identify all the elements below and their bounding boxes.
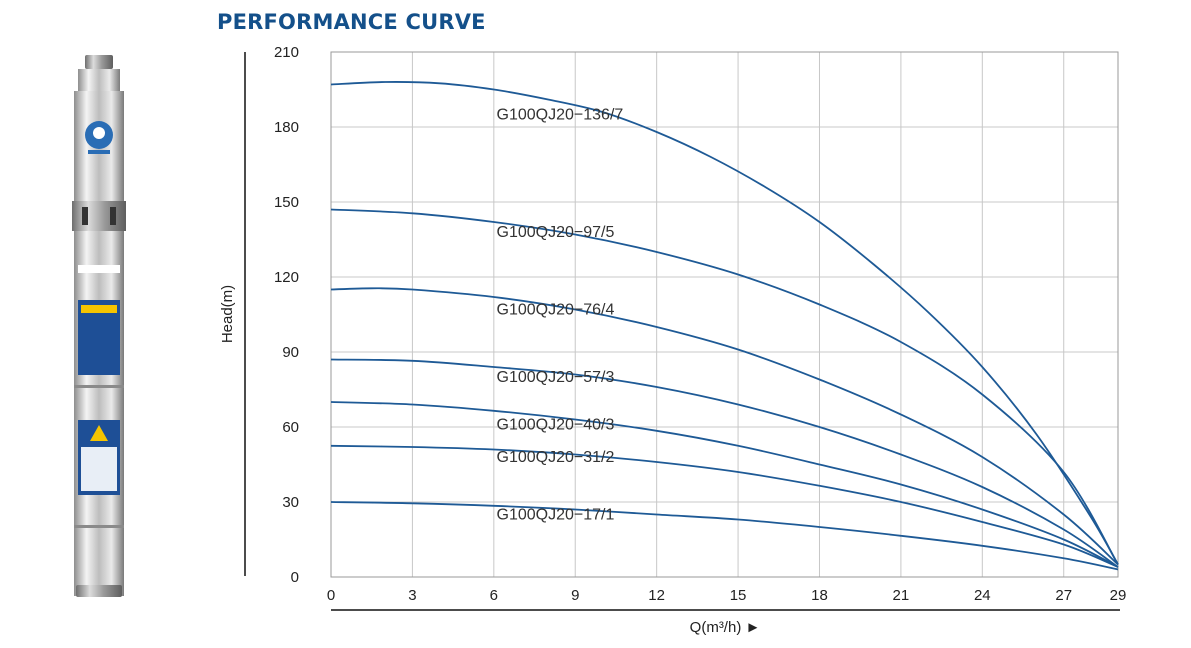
x-tick-label: 29 xyxy=(1110,587,1127,604)
x-tick-label: 12 xyxy=(648,587,665,604)
x-tick-label: 21 xyxy=(893,587,910,604)
x-tick-label: 6 xyxy=(490,587,498,604)
y-tick-label: 90 xyxy=(282,344,299,361)
curve-label: G100QJ20−76/4 xyxy=(497,302,615,319)
x-tick-label: 18 xyxy=(811,587,828,604)
x-tick-label: 27 xyxy=(1055,587,1072,604)
curve-label: G100QJ20−57/3 xyxy=(497,369,615,386)
grid xyxy=(330,51,1119,578)
curve-label: G100QJ20−97/5 xyxy=(497,224,615,241)
curve-label: G100QJ20−40/3 xyxy=(497,417,615,434)
curve-label: G100QJ20−17/1 xyxy=(497,507,615,524)
submersible-pump-image xyxy=(72,55,126,597)
curve-label: G100QJ20−31/2 xyxy=(497,449,615,466)
x-tick-label: 24 xyxy=(974,587,991,604)
curve-labels: G100QJ20−136/7 G100QJ20−97/5 G100QJ20−76/4… xyxy=(497,107,624,524)
y-axis-label: Head(m) xyxy=(219,285,236,343)
curve-line xyxy=(330,208,1119,565)
x-tick-label: 15 xyxy=(730,587,747,604)
curve-line xyxy=(330,358,1119,568)
x-tick-label: 3 xyxy=(408,587,416,604)
curves xyxy=(330,81,1119,571)
x-tick-label: 0 xyxy=(327,587,335,604)
y-tick-label: 150 xyxy=(274,194,299,211)
curve-label: G100QJ20−136/7 xyxy=(497,107,624,124)
y-tick-label: 210 xyxy=(274,44,299,61)
y-tick-label: 120 xyxy=(274,269,299,286)
curve-line xyxy=(330,401,1119,568)
y-tick-label: 30 xyxy=(282,494,299,511)
curve-line xyxy=(330,501,1119,571)
curve-line xyxy=(330,287,1119,566)
curve-line xyxy=(330,81,1119,565)
y-tick-label: 60 xyxy=(282,419,299,436)
y-tick-label: 0 xyxy=(291,569,299,586)
y-tick-label: 180 xyxy=(274,119,299,136)
tick-labels: 0 3 6 9 12 15 18 21 24 27 29 0 30 60 90 120 150 180 210 xyxy=(274,44,1126,604)
x-axis-label: Q(m³/h) ► xyxy=(690,619,761,636)
x-tick-label: 9 xyxy=(571,587,579,604)
curve-line xyxy=(330,444,1119,568)
chart-title: PERFORMANCE CURVE xyxy=(217,10,486,34)
plot-frame xyxy=(330,51,1119,578)
